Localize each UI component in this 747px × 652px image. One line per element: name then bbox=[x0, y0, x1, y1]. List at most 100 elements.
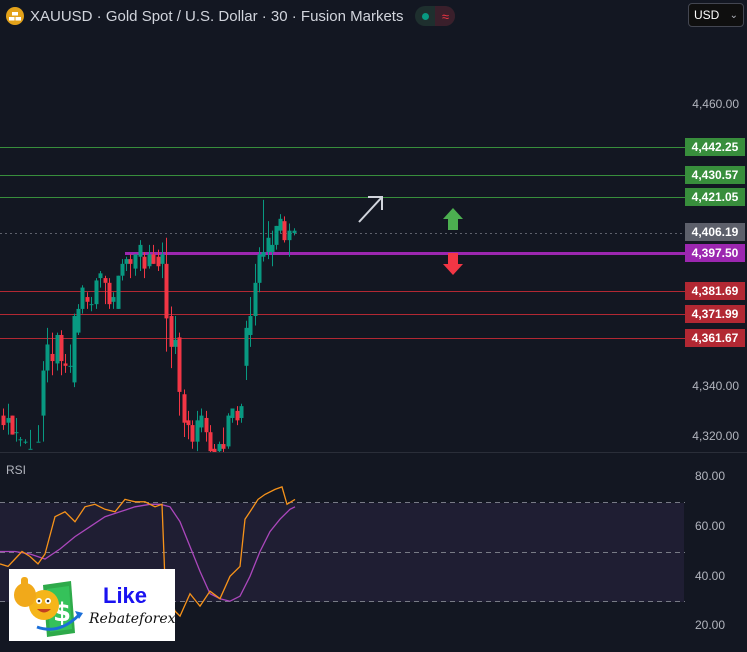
pivot-price-tag: 4,397.50 bbox=[685, 244, 745, 262]
support-price-tag: 4,361.67 bbox=[685, 329, 745, 347]
horizontal-levels bbox=[0, 147, 685, 339]
bullish-candle bbox=[195, 410, 200, 452]
bearish-candle bbox=[169, 306, 174, 369]
bullish-candle bbox=[94, 278, 99, 309]
currency-select[interactable]: USD ⌄ bbox=[688, 3, 744, 27]
bearish-candle bbox=[103, 275, 108, 305]
thumbs-up-money-icon: $ bbox=[14, 577, 83, 637]
bearish-candle bbox=[204, 410, 209, 442]
green-up-arrow-icon[interactable] bbox=[443, 208, 463, 230]
bullish-candle bbox=[257, 247, 262, 293]
resistance-price-tag: 4,421.05 bbox=[685, 188, 745, 206]
bearish-candle bbox=[50, 332, 55, 376]
logo-rebateforex-text: Rebateforex bbox=[89, 611, 176, 627]
bearish-candle bbox=[10, 415, 15, 435]
bullish-candle bbox=[287, 223, 292, 257]
rsi-line bbox=[0, 486, 296, 618]
bearish-candle bbox=[190, 420, 195, 449]
bullish-candle bbox=[68, 344, 73, 373]
bullish-candle bbox=[244, 320, 249, 381]
bullish-candle bbox=[116, 275, 121, 309]
bearish-candle bbox=[107, 278, 112, 309]
bearish-candle bbox=[59, 330, 64, 376]
bearish-candle bbox=[128, 254, 133, 279]
bullish-candle bbox=[261, 199, 266, 262]
bearish-candle bbox=[151, 244, 156, 264]
price-axis-tick: 4,320.00 bbox=[692, 429, 739, 443]
bearish-candle bbox=[235, 406, 240, 426]
bearish-candle bbox=[212, 444, 217, 452]
bullish-candle bbox=[14, 417, 19, 442]
bullish-candle bbox=[89, 297, 94, 312]
wave-icon: ≈ bbox=[435, 6, 456, 26]
rsi-axis-tick: 60.00 bbox=[694, 519, 725, 533]
price-axis-tick: 4,340.00 bbox=[692, 379, 739, 393]
bullish-candle bbox=[80, 285, 85, 314]
bullish-candle bbox=[124, 256, 129, 271]
red-down-arrow-icon[interactable] bbox=[443, 253, 463, 275]
current-price-tag: 4,406.19 bbox=[685, 223, 745, 241]
bullish-candle bbox=[248, 297, 253, 347]
bullish-candle bbox=[173, 316, 178, 354]
chevron-down-icon: ⌄ bbox=[729, 9, 738, 21]
price-axis-tick: 4,460.00 bbox=[692, 97, 739, 111]
bullish-candle bbox=[160, 242, 165, 279]
rsi-series bbox=[0, 486, 296, 618]
bearish-candle bbox=[156, 249, 161, 271]
bullish-candle bbox=[45, 327, 50, 383]
bearish-candle bbox=[186, 410, 191, 440]
symbol-title[interactable]: XAUUSD · Gold Spot / U.S. Dollar · 30 · … bbox=[30, 7, 404, 25]
resistance-price-tag: 4,430.57 bbox=[685, 166, 745, 184]
bearish-candle bbox=[1, 408, 6, 430]
bullish-candle bbox=[120, 259, 125, 281]
bearish-candle bbox=[221, 427, 226, 452]
bullish-candle bbox=[239, 403, 244, 423]
market-open-dot-icon bbox=[421, 12, 429, 20]
up-right-arrow-icon[interactable] bbox=[358, 196, 383, 223]
bullish-candle bbox=[278, 214, 283, 234]
market-status-pill[interactable]: ≈ bbox=[415, 6, 456, 26]
bullish-candle bbox=[28, 429, 33, 450]
resistance-price-tag: 4,442.25 bbox=[685, 138, 745, 156]
rsi-indicator-title[interactable]: RSI bbox=[6, 463, 27, 477]
bullish-candle bbox=[147, 244, 152, 269]
rebateforex-logo: $ Like Rebateforex bbox=[9, 569, 176, 641]
bullish-candle bbox=[72, 313, 77, 388]
bearish-candle bbox=[164, 237, 169, 352]
bullish-candle bbox=[76, 304, 81, 335]
bullish-candle bbox=[226, 413, 231, 449]
bullish-candle bbox=[253, 263, 258, 326]
rsi-band-lines bbox=[0, 502, 685, 602]
bearish-candle bbox=[177, 332, 182, 416]
bullish-candle bbox=[41, 361, 46, 442]
bullish-candle bbox=[217, 441, 222, 452]
bullish-candle bbox=[230, 408, 235, 423]
currency-value: USD bbox=[694, 8, 720, 22]
bullish-candle bbox=[133, 254, 138, 276]
bearish-candle bbox=[182, 389, 187, 437]
rsi-axis-tick: 40.00 bbox=[694, 569, 725, 583]
bearish-candle bbox=[63, 353, 68, 373]
bearish-candle bbox=[85, 292, 90, 309]
bearish-candle bbox=[282, 216, 287, 243]
bullish-candle bbox=[55, 332, 60, 371]
bullish-candle bbox=[111, 292, 116, 309]
bullish-candle bbox=[266, 221, 271, 260]
rsi-axis-tick: 20.00 bbox=[694, 618, 725, 632]
bullish-candle bbox=[292, 228, 297, 236]
bullish-candle bbox=[36, 425, 41, 443]
bullish-candle bbox=[18, 436, 23, 447]
bearish-candle bbox=[208, 425, 213, 452]
bullish-candle bbox=[138, 240, 143, 271]
bullish-candle bbox=[6, 403, 11, 435]
gold-bars-icon bbox=[6, 7, 24, 25]
rsi-axis-tick: 80.00 bbox=[694, 469, 725, 483]
bearish-candle bbox=[142, 252, 147, 279]
bullish-candle bbox=[274, 225, 279, 250]
bullish-candle bbox=[98, 270, 103, 288]
rsi-ma-line bbox=[0, 503, 296, 602]
candlestick-series bbox=[1, 199, 297, 452]
logo-like-text: Like bbox=[103, 583, 148, 608]
chart-header: XAUUSD · Gold Spot / U.S. Dollar · 30 · … bbox=[6, 5, 456, 27]
